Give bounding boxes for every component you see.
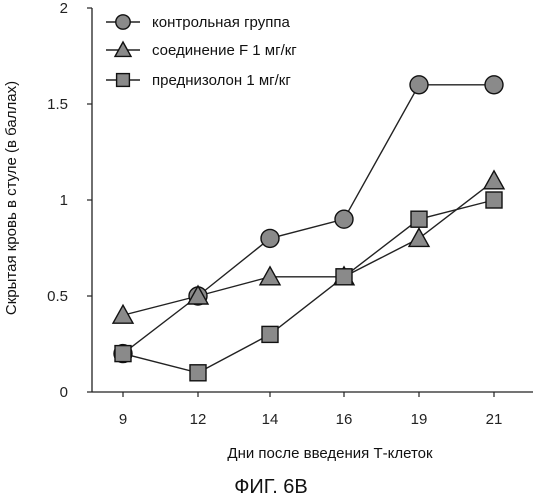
data-point-square	[336, 269, 352, 285]
data-point-triangle	[113, 305, 133, 323]
series-lines	[123, 85, 494, 373]
y-tick-label: 1	[60, 192, 68, 209]
legend-label: преднизолон 1 мг/кг	[152, 72, 291, 89]
series-line-1	[123, 181, 494, 315]
data-point-circle	[410, 76, 428, 94]
legend-marker-square	[117, 74, 130, 87]
data-point-square	[411, 211, 427, 227]
x-axis-ticks: 9 12 14 16 19 21	[119, 392, 503, 428]
series-line-0	[123, 85, 494, 354]
legend-label: контрольная группа	[152, 14, 290, 31]
x-tick-label: 16	[336, 411, 353, 428]
legend-label: соединение F 1 мг/кг	[152, 42, 297, 59]
x-tick-label: 19	[411, 411, 428, 428]
data-point-circle	[261, 229, 279, 247]
y-axis-label: Скрытая кровь в стуле (в баллах)	[3, 81, 20, 315]
figure-caption: ФИГ. 6В	[234, 476, 308, 498]
data-point-triangle	[409, 228, 429, 246]
data-point-circle	[335, 210, 353, 228]
x-tick-label: 9	[119, 411, 127, 428]
x-tick-label: 21	[486, 411, 503, 428]
series-line-2	[123, 200, 494, 373]
data-point-square	[486, 192, 502, 208]
legend-marker-triangle	[115, 42, 131, 56]
x-tick-label: 14	[262, 411, 279, 428]
y-tick-label: 0.5	[47, 288, 68, 305]
y-tick-label: 2	[60, 0, 68, 17]
data-point-square	[115, 346, 131, 362]
legend: контрольная группа соединение F 1 мг/кг пр…	[106, 14, 297, 89]
data-point-square	[190, 365, 206, 381]
data-point-square	[262, 326, 278, 342]
x-axis-label: Дни после введения Т-клеток	[227, 445, 433, 462]
y-axis-ticks: 0 0.5 1 1.5 2	[47, 0, 92, 401]
x-tick-label: 12	[190, 411, 207, 428]
y-tick-label: 0	[60, 384, 68, 401]
data-point-triangle	[260, 267, 280, 285]
chart-axes	[92, 8, 533, 392]
y-tick-label: 1.5	[47, 96, 68, 113]
data-point-circle	[485, 76, 503, 94]
legend-marker-circle	[116, 15, 130, 29]
data-point-triangle	[484, 171, 504, 189]
